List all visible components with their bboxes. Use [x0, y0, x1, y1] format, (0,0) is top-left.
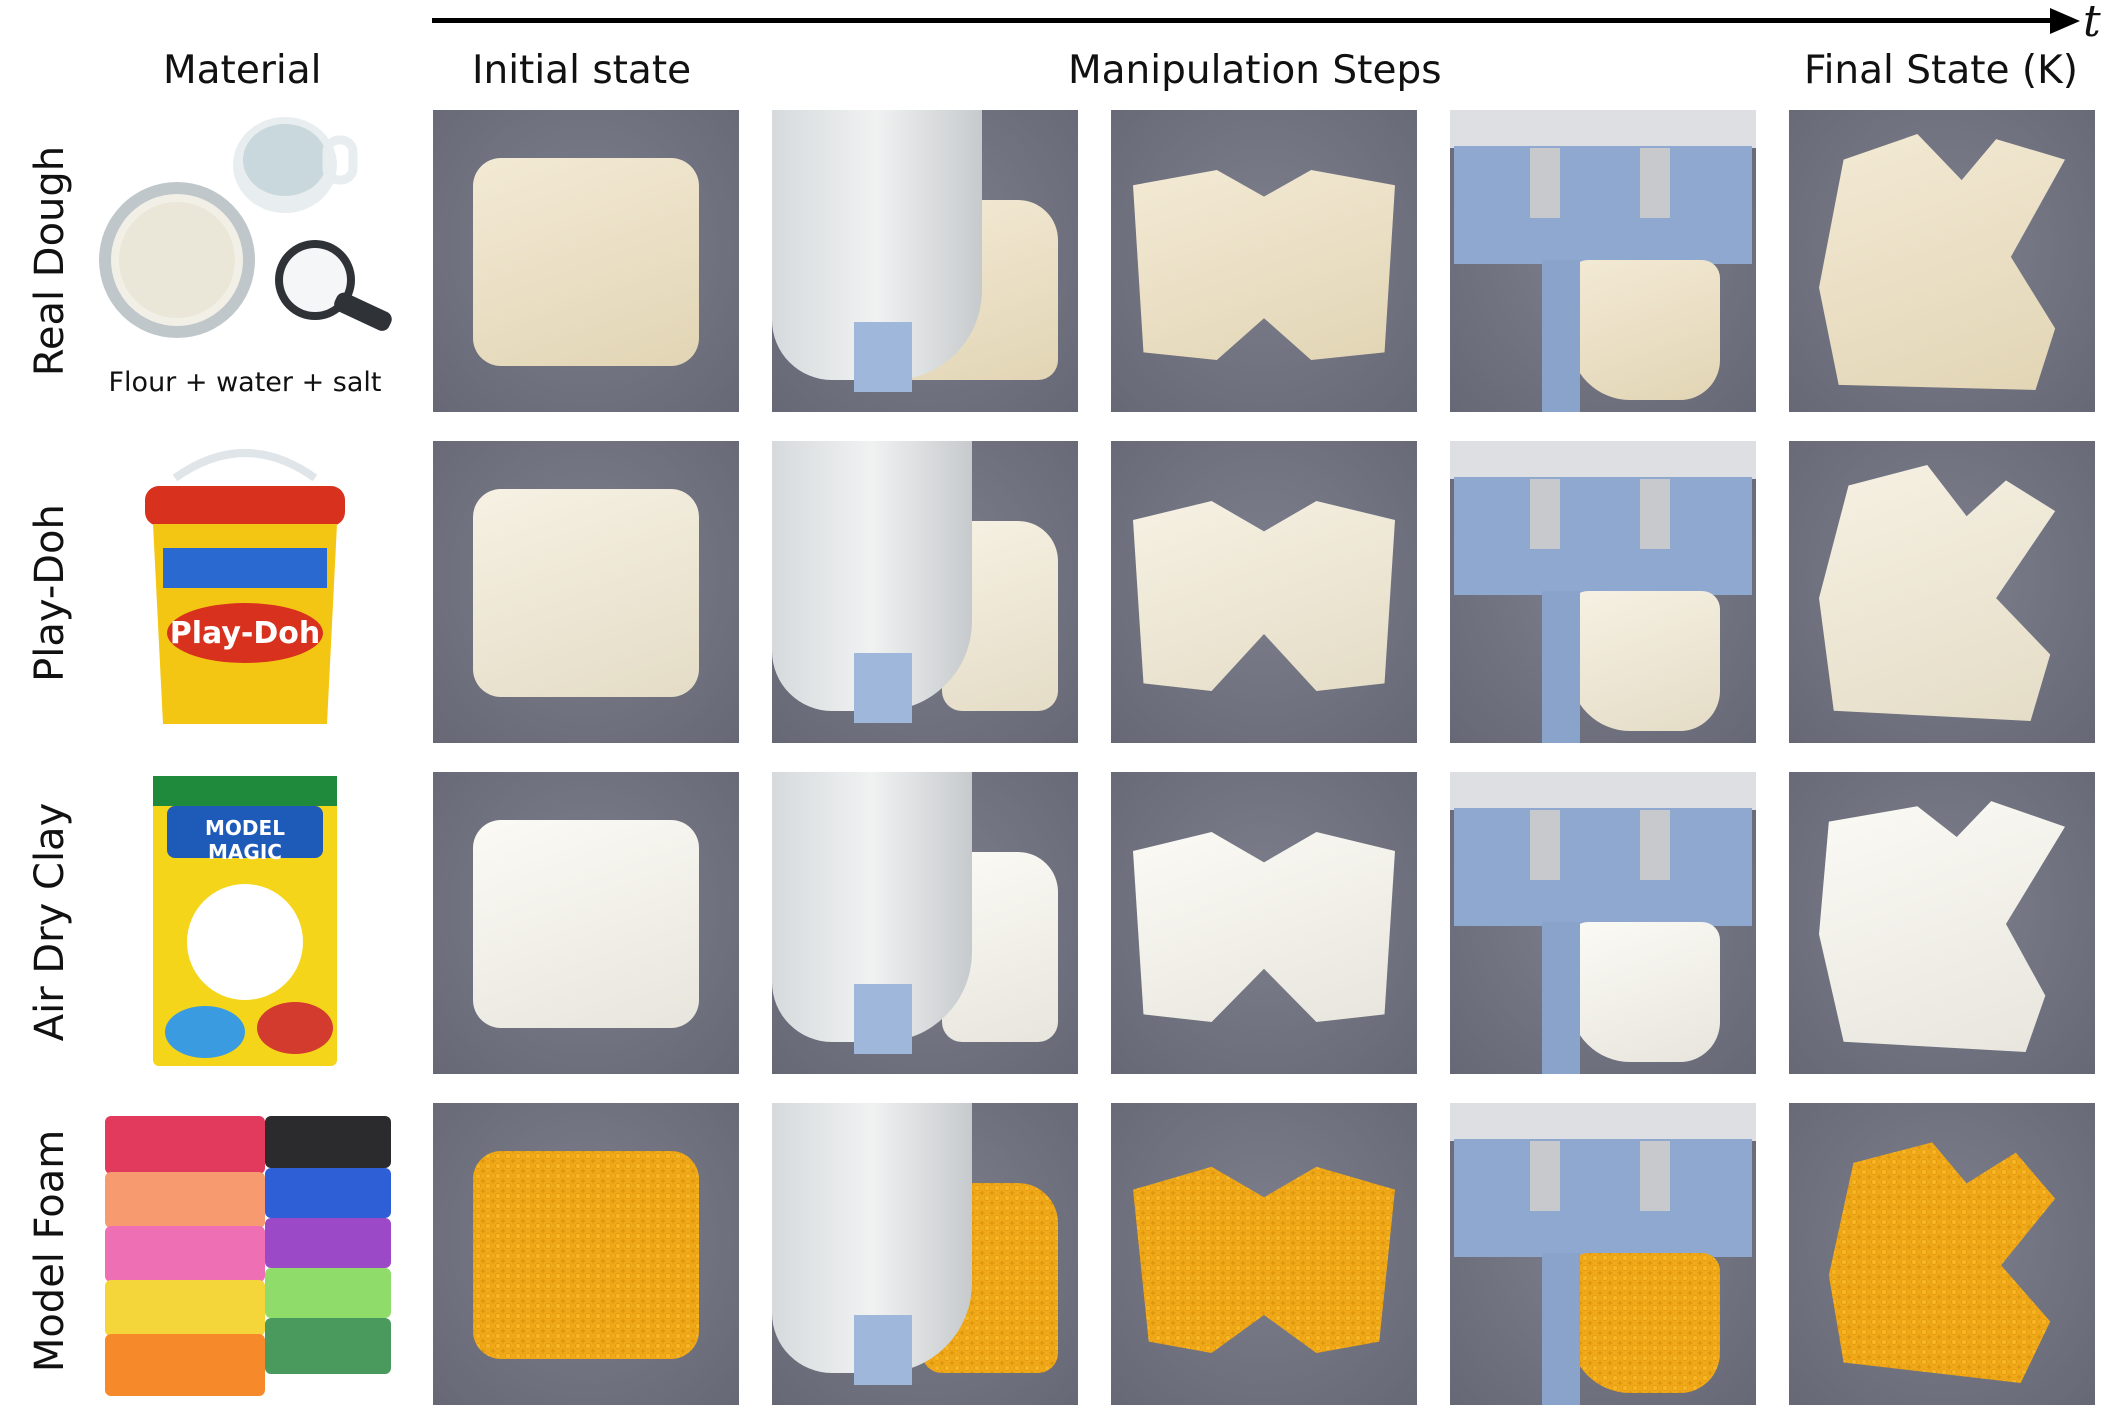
tile-air-dry-clay-step-1: [772, 772, 1078, 1074]
gripper-mount: [1450, 772, 1756, 810]
gripper-clip: [1530, 810, 1560, 880]
timeline-label: t: [2083, 0, 2101, 47]
tile-real-dough-step-1: [772, 110, 1078, 412]
model-magic-logo-text: MODEL MAGIC: [205, 816, 285, 864]
tile-real-dough-step-3: [1450, 110, 1756, 412]
timeline-arrow: [432, 18, 2052, 23]
tile-air-dry-clay-final: [1789, 772, 2095, 1074]
header-material: Material: [163, 48, 322, 93]
tile-play-doh-final: [1789, 441, 2095, 743]
gripper-tip: [854, 322, 912, 392]
gripper-tip: [854, 653, 912, 723]
tile-play-doh-initial: [433, 441, 739, 743]
gripper-clip: [1640, 810, 1670, 880]
dough-block: [473, 158, 699, 366]
dough-squeezed: [1570, 922, 1720, 1062]
gripper-bracket: [1454, 477, 1752, 595]
gripper-clip: [1530, 1141, 1560, 1211]
tile-play-doh-step-1: [772, 441, 1078, 743]
foam-squeezed: [1570, 1253, 1720, 1393]
material-image-play-doh: Play-Doh: [95, 438, 395, 728]
gripper-clip: [1640, 148, 1670, 218]
material-image-air-dry-clay: MODEL MAGIC: [95, 772, 395, 1066]
material-image-model-foam: [95, 1112, 395, 1402]
foam-block: [473, 1151, 699, 1359]
dough-squeezed: [1570, 260, 1720, 400]
tile-model-foam-step-1: [772, 1103, 1078, 1405]
gripper-mount: [1450, 110, 1756, 148]
gripper-tip: [854, 1315, 912, 1385]
tile-real-dough-step-2: [1111, 110, 1417, 412]
row-label-play-doh: Play-Doh: [27, 504, 73, 682]
gripper-finger: [1542, 922, 1580, 1074]
tile-real-dough-initial: [433, 110, 739, 412]
gripper-clip: [1640, 479, 1670, 549]
material-caption-real-dough: Flour + water + salt: [108, 367, 382, 398]
gripper-mount: [1450, 1103, 1756, 1141]
gripper-bracket: [1454, 808, 1752, 926]
gripper-finger: [1542, 260, 1580, 412]
tile-model-foam-initial: [433, 1103, 739, 1405]
header-initial-state: Initial state: [472, 48, 692, 93]
row-label-air-dry-clay: Air Dry Clay: [27, 802, 73, 1042]
row-label-real-dough: Real Dough: [27, 145, 73, 377]
tile-air-dry-clay-step-3: [1450, 772, 1756, 1074]
gripper-clip: [1640, 1141, 1670, 1211]
row-label-model-foam: Model Foam: [27, 1129, 73, 1373]
tile-model-foam-final: [1789, 1103, 2095, 1405]
dough-block: [473, 489, 699, 697]
gripper-clip: [1530, 479, 1560, 549]
gripper-bracket: [1454, 146, 1752, 264]
tile-air-dry-clay-initial: [433, 772, 739, 1074]
timeline-arrowhead: [2050, 8, 2080, 34]
tile-model-foam-step-3: [1450, 1103, 1756, 1405]
header-final-state: Final State (K): [1804, 48, 2078, 93]
tile-play-doh-step-3: [1450, 441, 1756, 743]
gripper-tip: [854, 984, 912, 1054]
dough-block: [473, 820, 699, 1028]
material-image-real-dough: [95, 110, 395, 400]
tile-real-dough-final: [1789, 110, 2095, 412]
play-doh-logo-text: Play-Doh: [169, 616, 321, 651]
gripper-finger: [1542, 1253, 1580, 1405]
gripper-clip: [1530, 148, 1560, 218]
tile-play-doh-step-2: [1111, 441, 1417, 743]
gripper-finger: [1542, 591, 1580, 743]
gripper-mount: [1450, 441, 1756, 479]
tile-air-dry-clay-step-2: [1111, 772, 1417, 1074]
dough-squeezed: [1570, 591, 1720, 731]
header-manipulation-steps: Manipulation Steps: [1068, 48, 1442, 93]
tile-model-foam-step-2: [1111, 1103, 1417, 1405]
gripper-bracket: [1454, 1139, 1752, 1257]
